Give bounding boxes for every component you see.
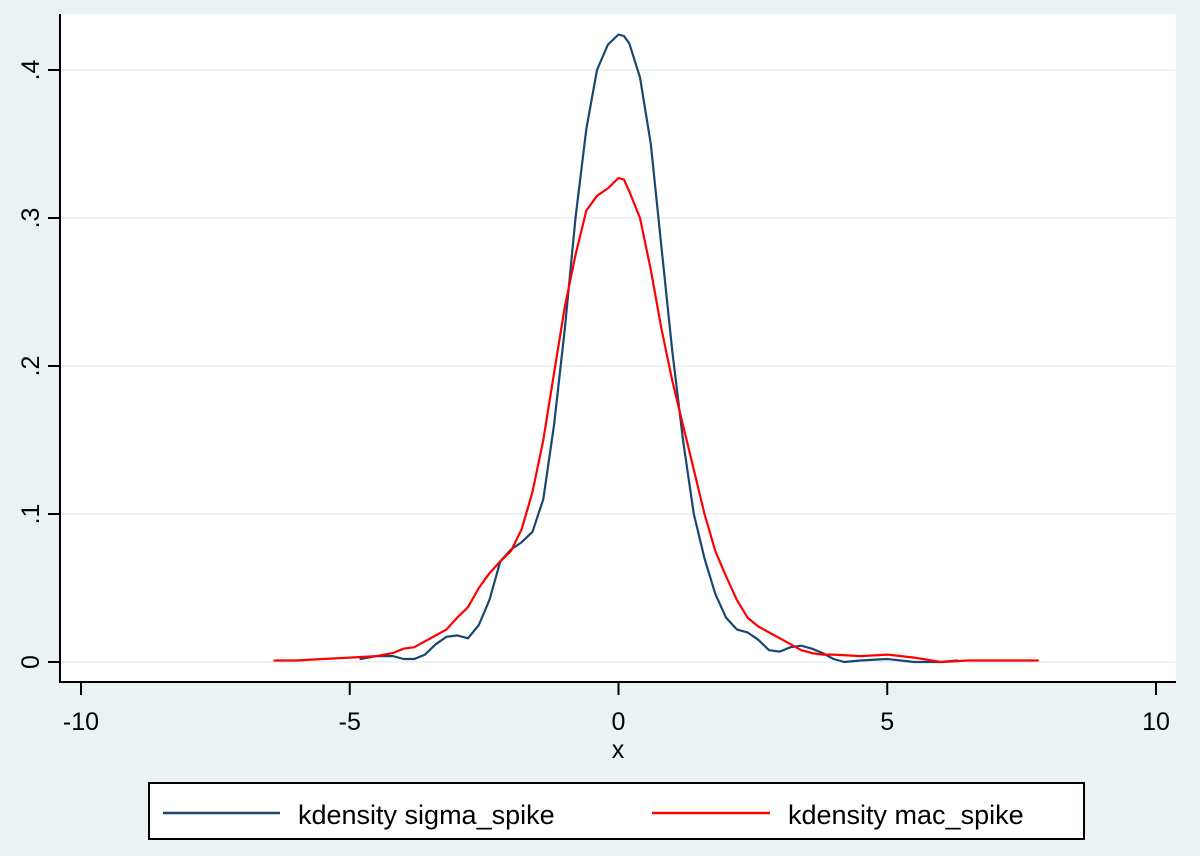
y-tick-label: .3 bbox=[17, 208, 45, 229]
curves bbox=[273, 33, 1039, 664]
x-tick-label: -5 bbox=[339, 708, 361, 736]
x-tick-label: 10 bbox=[1142, 708, 1170, 736]
y-axis-ticks: 0 .1 .2 .3 .4 bbox=[17, 59, 60, 669]
y-tick-label: .4 bbox=[17, 59, 45, 80]
gridlines bbox=[61, 69, 1175, 663]
x-tick-label: 5 bbox=[880, 708, 894, 736]
legend-label-sigma-spike: kdensity sigma_spike bbox=[298, 800, 555, 830]
legend-label-mac-spike: kdensity mac_spike bbox=[788, 800, 1024, 830]
x-tick-label: 0 bbox=[612, 708, 626, 736]
legend-box bbox=[148, 782, 1085, 840]
y-tick-label: .2 bbox=[17, 356, 45, 377]
x-axis-title: x bbox=[612, 736, 625, 764]
x-tick-label: -10 bbox=[63, 708, 99, 736]
legend: kdensity sigma_spike kdensity mac_spike bbox=[148, 782, 1085, 840]
plot-area bbox=[60, 14, 1176, 682]
series-line-kdensity-mac_spike bbox=[273, 176, 1039, 664]
y-tick-label: 0 bbox=[17, 655, 45, 669]
y-tick-label: .1 bbox=[17, 504, 45, 525]
series-line-kdensity-sigma_spike bbox=[359, 33, 959, 664]
x-axis-ticks: -10 -5 0 5 10 bbox=[63, 682, 1170, 736]
